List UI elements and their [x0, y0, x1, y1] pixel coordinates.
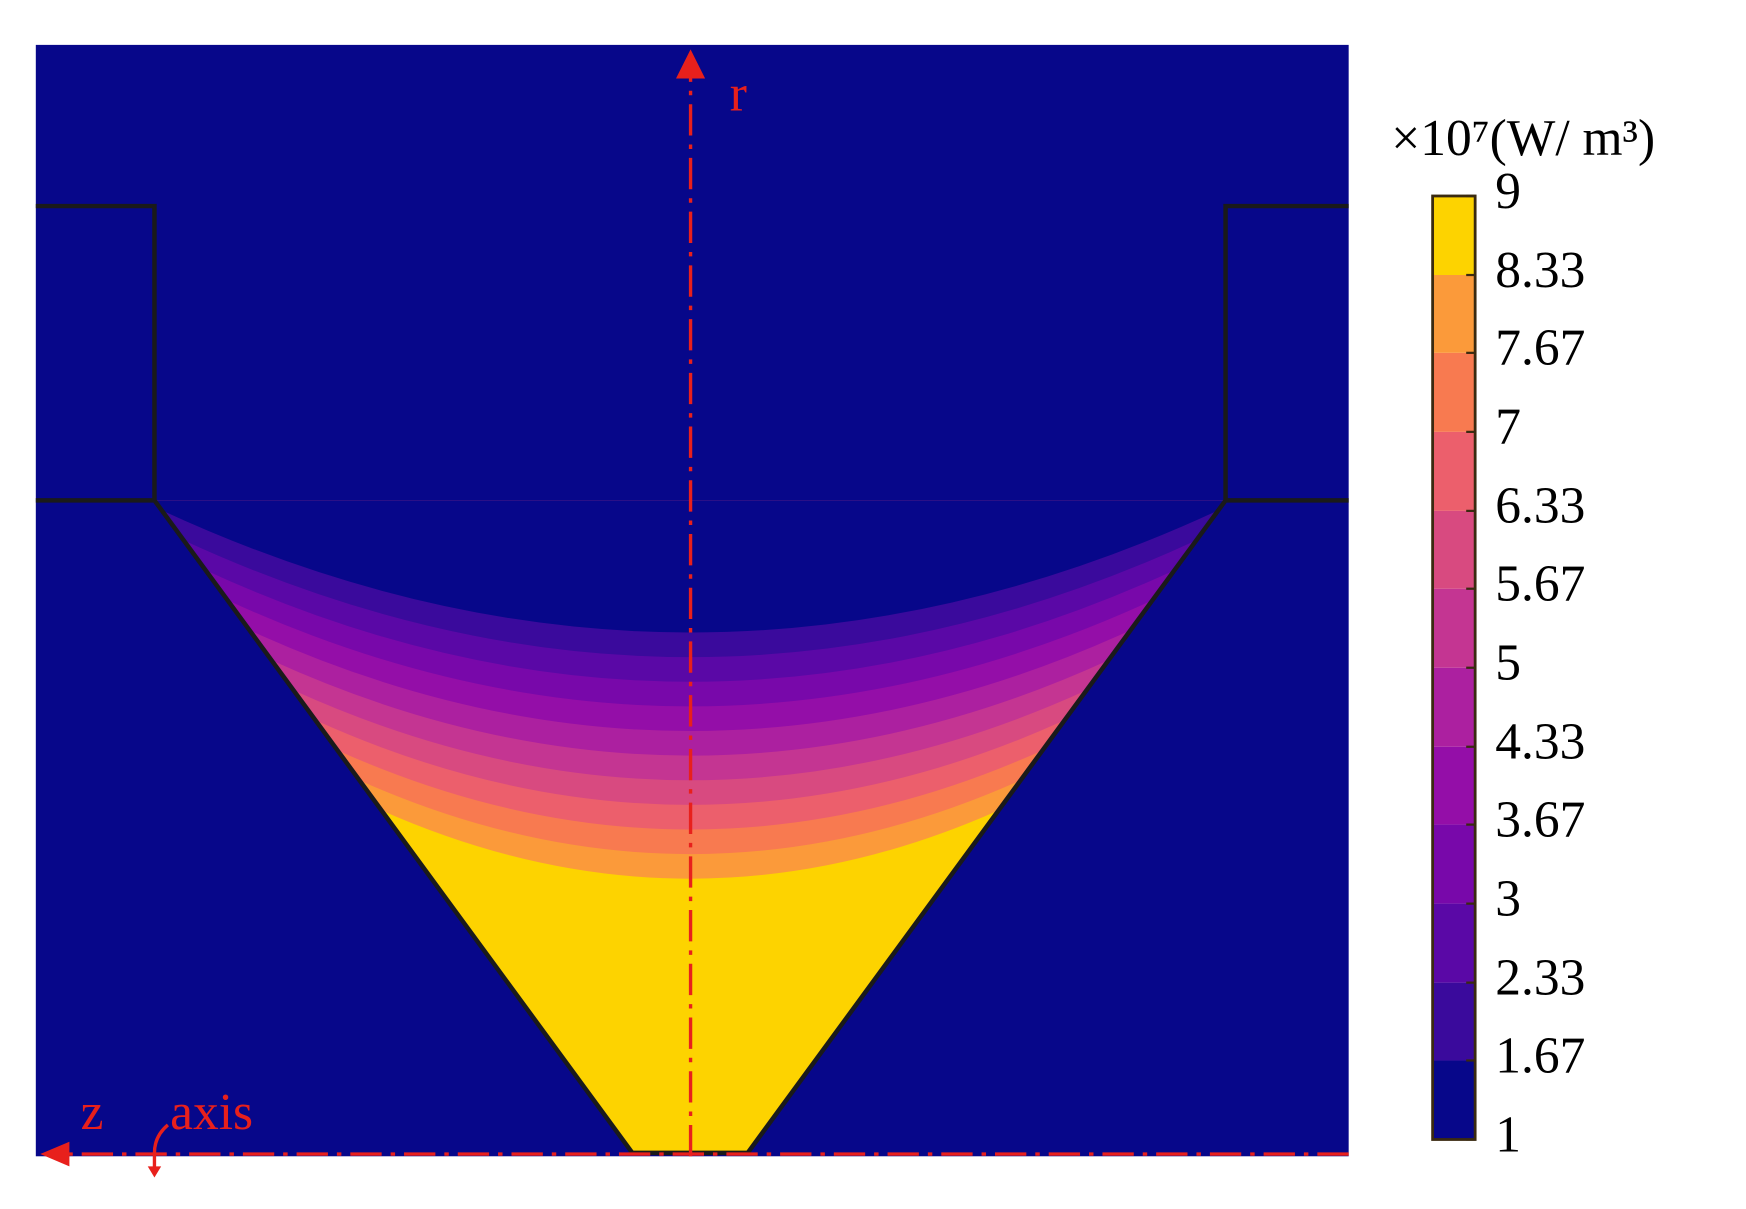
colorbar-tick-label: 7.67 [1495, 320, 1585, 377]
colorbar-segment [1432, 1060, 1476, 1140]
axis-label: axis [170, 1084, 253, 1141]
axis-pointer [152, 1123, 169, 1174]
axis-pointer-head [147, 1166, 162, 1178]
colorbar-segment [1432, 352, 1476, 432]
colorbar-tick-label: 8.33 [1495, 242, 1585, 299]
colorbar-frame [1431, 194, 1477, 1141]
colorbar-segment [1432, 274, 1476, 353]
colorbar-segment [1432, 195, 1476, 275]
colorbar-segment [1432, 824, 1476, 904]
r-label: r [730, 65, 747, 122]
colorbar-tick-label: 7 [1495, 399, 1521, 456]
colorbar-segment [1432, 667, 1476, 747]
colorbar-tick-label: 3 [1495, 870, 1521, 927]
colorbar-segment [1432, 588, 1476, 668]
symmetry-axes [40, 49, 1349, 1178]
colorbar-segment [1432, 431, 1476, 511]
z-axis-arrow [40, 1141, 70, 1167]
r-axis-arrow [676, 49, 706, 79]
colorbar: 1 1.67 2.33 3 3.67 4.33 5 5.67 6.33 7 7.67 8.33 9 [1431, 163, 1585, 1163]
colorbar-label: ×10⁷(W/ m³) [1391, 110, 1655, 167]
colorbar-tick-label: 5.67 [1495, 556, 1585, 613]
colorbar-tick-label: 1.67 [1495, 1027, 1585, 1084]
colorbar-tick-label: 4.33 [1495, 714, 1585, 771]
colorbar-tick-label: 6.33 [1495, 478, 1585, 535]
z-label: z [81, 1084, 104, 1141]
colorbar-tick-label: 3.67 [1495, 791, 1585, 848]
colorbar-segment [1432, 982, 1476, 1061]
colorbar-tick-label: 1 [1495, 1106, 1521, 1163]
contour-band [154, 500, 1226, 633]
colorbar-segment [1432, 903, 1476, 983]
colorbar-tick-label: 2.33 [1495, 949, 1585, 1006]
colorbar-segment [1432, 746, 1476, 825]
colorbar-tick-label: 9 [1495, 163, 1521, 220]
colorbar-tick-label: 5 [1495, 635, 1521, 692]
colorbar-segment [1432, 510, 1476, 589]
